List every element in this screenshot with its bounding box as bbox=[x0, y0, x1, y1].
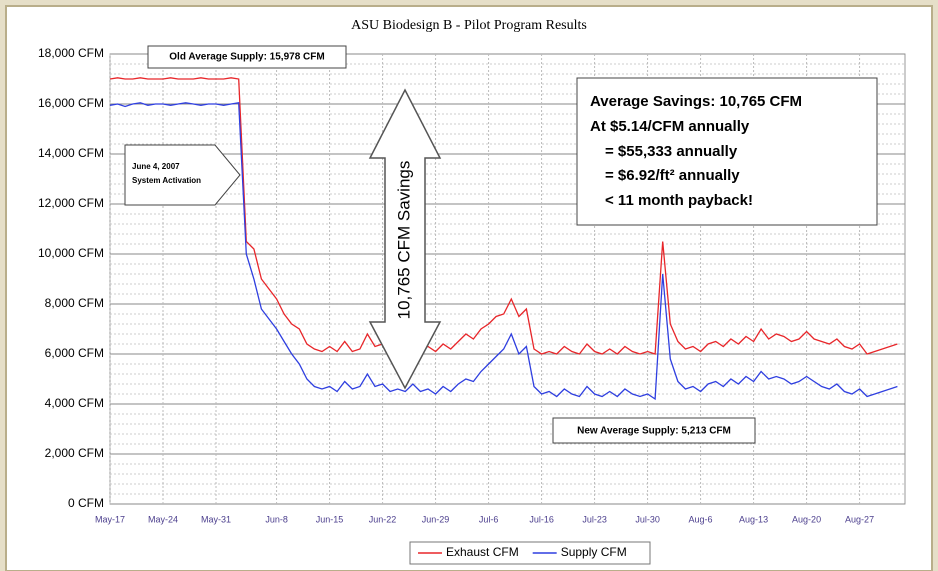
x-tick-label: Jun-22 bbox=[369, 514, 397, 524]
old-average: Old Average Supply: 15,978 CFM bbox=[169, 52, 324, 63]
savings-arrow-label: 10,765 CFM Savings bbox=[394, 161, 413, 320]
x-tick-label: Jul-30 bbox=[635, 514, 660, 524]
activation-line: June 4, 2007 bbox=[132, 162, 180, 171]
x-tick-label: Jun-8 bbox=[265, 514, 288, 524]
new-average-box bbox=[552, 417, 756, 444]
savings-arrow bbox=[368, 88, 442, 390]
legend-label: Exhaust CFM bbox=[446, 545, 519, 559]
old-average-box bbox=[147, 45, 347, 69]
x-tick-label: Jul-16 bbox=[529, 514, 554, 524]
x-tick-label: Jul-23 bbox=[582, 514, 607, 524]
x-tick-label: Aug-6 bbox=[689, 514, 713, 524]
savings-line: = $6.92/ft² annually bbox=[605, 167, 740, 184]
legend: Exhaust CFM Supply CFM bbox=[409, 541, 651, 565]
x-tick-label: May-17 bbox=[95, 514, 125, 524]
savings-line: = $55,333 annually bbox=[605, 143, 738, 160]
activation-line: System Activation bbox=[132, 176, 201, 185]
x-tick-label: May-24 bbox=[148, 514, 178, 524]
y-tick-label: 10,000 CFM bbox=[38, 246, 104, 260]
y-tick-label: 18,000 CFM bbox=[38, 46, 104, 60]
x-tick-label: May-31 bbox=[201, 514, 231, 524]
legend-box bbox=[409, 541, 651, 565]
x-tick-label: Jul-6 bbox=[479, 514, 499, 524]
y-tick-label: 0 CFM bbox=[68, 496, 104, 510]
savings-line: < 11 month payback! bbox=[605, 192, 753, 209]
savings-box bbox=[576, 77, 878, 226]
x-tick-label: Aug-27 bbox=[845, 514, 874, 524]
y-tick-label: 12,000 CFM bbox=[38, 196, 104, 210]
x-tick-label: Aug-20 bbox=[792, 514, 821, 524]
x-tick-label: Aug-13 bbox=[739, 514, 768, 524]
annotations: Old Average Supply: 15,978 CFM June 4, 2… bbox=[124, 45, 878, 444]
series-line bbox=[109, 77, 898, 355]
y-tick-label: 16,000 CFM bbox=[38, 96, 104, 110]
y-tick-label: 14,000 CFM bbox=[38, 146, 104, 160]
savings-line: Average Savings: 10,765 CFM bbox=[590, 93, 802, 110]
savings-line: At $5.14/CFM annually bbox=[590, 118, 750, 135]
chart-title: ASU Biodesign B - Pilot Program Results bbox=[351, 18, 587, 33]
y-tick-label: 6,000 CFM bbox=[45, 346, 104, 360]
activation-box bbox=[124, 144, 241, 206]
series-line bbox=[109, 102, 898, 401]
x-tick-label: Jun-29 bbox=[422, 514, 450, 524]
new-average: New Average Supply: 5,213 CFM bbox=[577, 426, 731, 437]
y-tick-label: 4,000 CFM bbox=[45, 396, 104, 410]
lines bbox=[109, 77, 898, 401]
y-tick-label: 2,000 CFM bbox=[45, 446, 104, 460]
legend-label: Supply CFM bbox=[561, 545, 627, 559]
x-tick-label: Jun-15 bbox=[316, 514, 344, 524]
y-tick-label: 8,000 CFM bbox=[45, 296, 104, 310]
